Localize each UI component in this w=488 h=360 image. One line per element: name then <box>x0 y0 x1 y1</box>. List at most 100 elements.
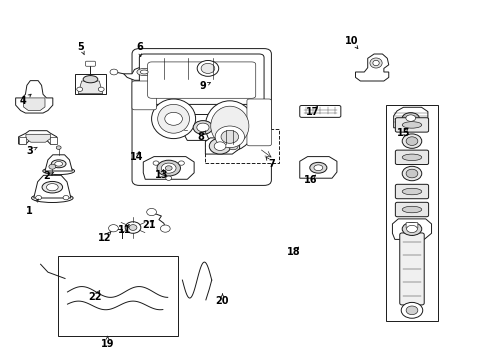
Ellipse shape <box>151 99 195 139</box>
Text: 20: 20 <box>215 296 229 306</box>
Ellipse shape <box>83 76 98 83</box>
Polygon shape <box>26 134 50 142</box>
Ellipse shape <box>161 163 176 173</box>
FancyBboxPatch shape <box>399 233 424 305</box>
Polygon shape <box>143 157 194 179</box>
Bar <box>75 74 106 94</box>
Ellipse shape <box>406 225 417 233</box>
Circle shape <box>400 302 422 318</box>
Ellipse shape <box>313 165 322 171</box>
Circle shape <box>215 126 244 148</box>
Polygon shape <box>299 157 336 178</box>
Text: 8: 8 <box>197 132 203 142</box>
Text: 22: 22 <box>88 292 102 302</box>
Text: 5: 5 <box>77 42 84 52</box>
Ellipse shape <box>205 101 254 151</box>
Circle shape <box>63 195 69 200</box>
Text: 2: 2 <box>43 171 50 181</box>
Circle shape <box>405 137 417 145</box>
Circle shape <box>98 87 104 91</box>
Ellipse shape <box>140 70 148 74</box>
FancyBboxPatch shape <box>394 202 427 217</box>
Text: 12: 12 <box>98 233 112 243</box>
Text: 17: 17 <box>305 107 319 117</box>
Polygon shape <box>355 54 388 81</box>
Polygon shape <box>19 131 57 144</box>
Circle shape <box>401 134 421 148</box>
Polygon shape <box>78 81 102 94</box>
Polygon shape <box>391 219 430 239</box>
Text: 11: 11 <box>118 225 131 235</box>
Ellipse shape <box>165 166 172 170</box>
Polygon shape <box>45 155 72 171</box>
Ellipse shape <box>55 161 62 166</box>
Circle shape <box>56 146 61 149</box>
Ellipse shape <box>42 181 62 193</box>
FancyBboxPatch shape <box>394 184 427 199</box>
Text: 16: 16 <box>303 175 317 185</box>
Circle shape <box>201 63 214 73</box>
Ellipse shape <box>46 184 58 191</box>
Text: 18: 18 <box>286 247 300 257</box>
Polygon shape <box>205 138 239 154</box>
Ellipse shape <box>369 58 382 68</box>
Ellipse shape <box>401 222 421 235</box>
Text: 14: 14 <box>130 152 143 162</box>
Text: 7: 7 <box>267 159 274 169</box>
Polygon shape <box>34 175 71 198</box>
Text: 6: 6 <box>136 42 142 52</box>
Polygon shape <box>23 98 45 111</box>
Text: 13: 13 <box>154 170 168 180</box>
Circle shape <box>153 161 159 165</box>
FancyBboxPatch shape <box>132 81 156 110</box>
Bar <box>386 105 437 321</box>
Ellipse shape <box>401 206 421 213</box>
Text: 10: 10 <box>345 36 358 46</box>
Text: 1: 1 <box>26 206 33 216</box>
Circle shape <box>36 195 41 200</box>
Ellipse shape <box>372 60 379 66</box>
Circle shape <box>165 176 171 180</box>
Polygon shape <box>184 114 221 140</box>
FancyBboxPatch shape <box>139 54 264 104</box>
Circle shape <box>49 164 56 169</box>
Circle shape <box>214 142 225 150</box>
Ellipse shape <box>137 68 151 76</box>
Ellipse shape <box>405 115 415 121</box>
Circle shape <box>110 69 118 75</box>
Circle shape <box>209 138 230 154</box>
Polygon shape <box>123 64 163 80</box>
Text: 15: 15 <box>396 128 409 138</box>
Ellipse shape <box>193 121 212 134</box>
Bar <box>205 129 278 163</box>
Circle shape <box>164 112 182 125</box>
Ellipse shape <box>401 113 418 123</box>
Circle shape <box>125 222 141 233</box>
Ellipse shape <box>196 123 209 132</box>
Bar <box>58 256 177 336</box>
Polygon shape <box>393 107 427 128</box>
Circle shape <box>228 143 238 150</box>
Circle shape <box>146 208 156 216</box>
Circle shape <box>129 225 137 230</box>
Polygon shape <box>196 74 225 94</box>
FancyBboxPatch shape <box>405 222 417 228</box>
FancyBboxPatch shape <box>85 61 95 66</box>
FancyBboxPatch shape <box>147 62 255 98</box>
Text: 3: 3 <box>26 146 33 156</box>
Ellipse shape <box>157 104 189 133</box>
Text: 21: 21 <box>142 220 156 230</box>
FancyBboxPatch shape <box>246 99 271 146</box>
FancyBboxPatch shape <box>132 49 271 185</box>
FancyBboxPatch shape <box>299 105 340 117</box>
Bar <box>19 137 26 144</box>
FancyBboxPatch shape <box>394 118 427 132</box>
Text: 19: 19 <box>101 339 114 349</box>
Ellipse shape <box>43 167 74 175</box>
Circle shape <box>178 161 184 165</box>
Ellipse shape <box>309 162 326 173</box>
Ellipse shape <box>210 106 248 146</box>
Circle shape <box>77 87 82 91</box>
Polygon shape <box>202 76 220 91</box>
Ellipse shape <box>51 160 66 168</box>
